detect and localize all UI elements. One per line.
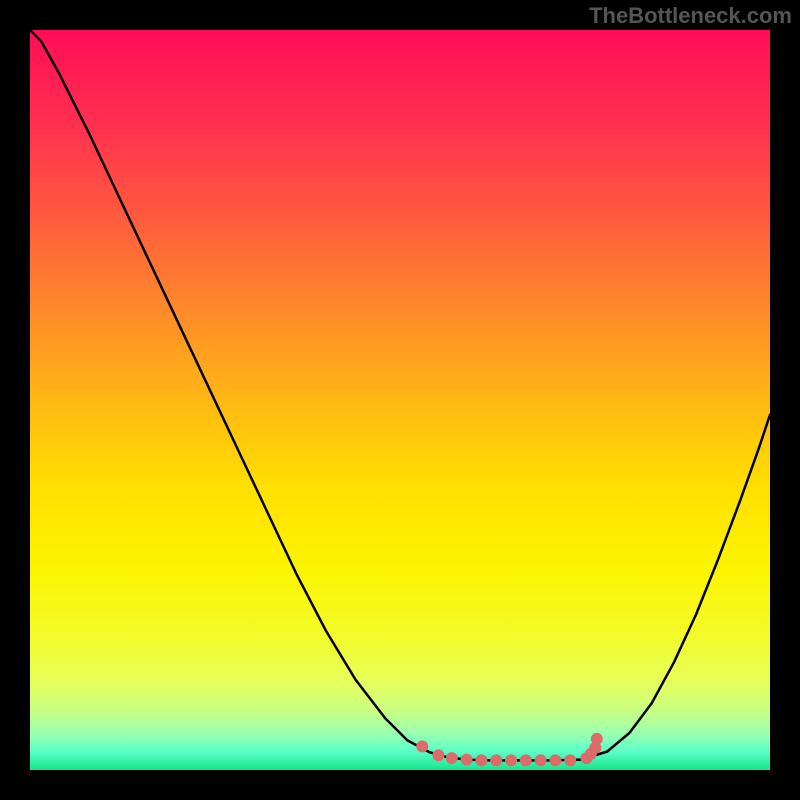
marker-point <box>550 755 561 766</box>
marker-point <box>491 755 502 766</box>
marker-point <box>506 755 517 766</box>
chart-overlay <box>30 30 770 770</box>
marker-point <box>520 755 531 766</box>
marker-point <box>417 741 428 752</box>
marker-point <box>565 755 576 766</box>
marker-point <box>535 755 546 766</box>
marker-point <box>446 753 457 764</box>
bottleneck-curve <box>30 30 770 760</box>
marker-point <box>433 750 444 761</box>
curve-markers <box>417 733 603 765</box>
marker-point <box>591 733 602 744</box>
marker-point <box>461 754 472 765</box>
chart-plot-area <box>30 30 770 770</box>
watermark-text: TheBottleneck.com <box>589 3 792 29</box>
marker-point <box>476 755 487 766</box>
